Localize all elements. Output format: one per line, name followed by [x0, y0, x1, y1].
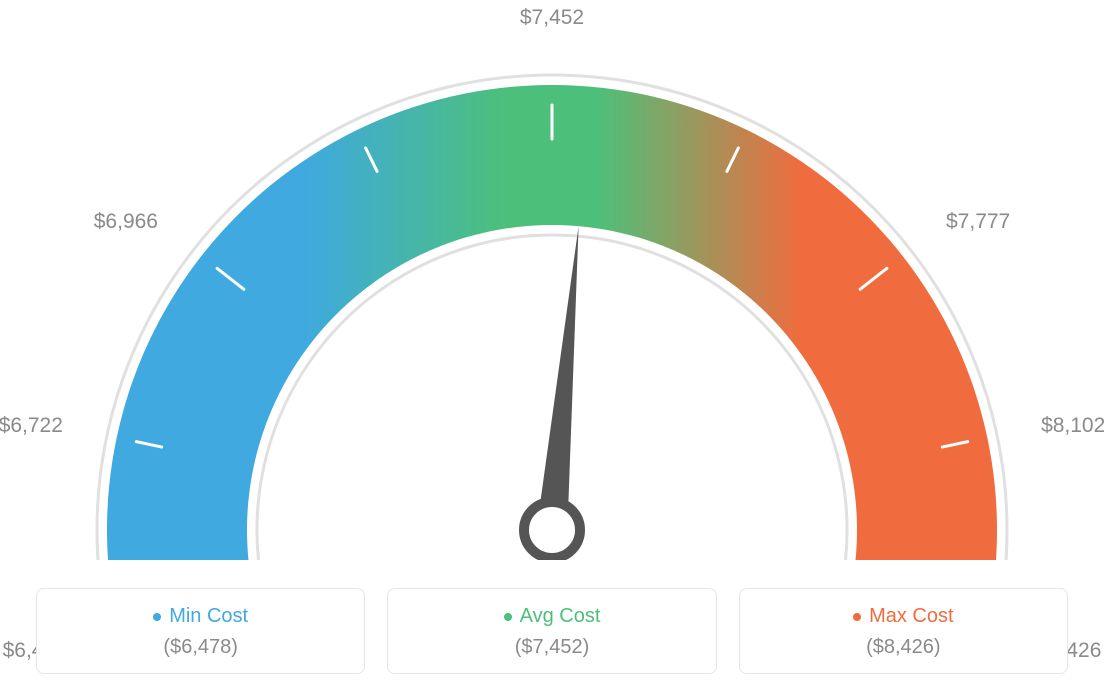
- gauge-needle: [537, 226, 579, 531]
- legend-bullet-icon-2: [853, 613, 861, 621]
- legend-value-0: ($6,478): [37, 636, 364, 659]
- gauge-pivot: [524, 502, 580, 558]
- legend-bullet-icon-1: [504, 613, 512, 621]
- legend-card-1: Avg Cost ($7,452): [387, 588, 716, 674]
- legend-value-1: ($7,452): [388, 636, 715, 659]
- gauge-label-4: $7,452: [520, 6, 584, 30]
- gauge-label-2: $6,966: [94, 210, 158, 234]
- legend-header-2: Max Cost: [740, 605, 1067, 628]
- legend-title-0: Min Cost: [169, 605, 248, 628]
- gauge-label-7: $8,102: [1041, 414, 1104, 438]
- legend-card-2: Max Cost ($8,426): [739, 588, 1068, 674]
- legend-value-2: ($8,426): [740, 636, 1067, 659]
- gauge-svg: [0, 0, 1104, 560]
- legend-title-2: Max Cost: [869, 605, 953, 628]
- legend-header-0: Min Cost: [37, 605, 364, 628]
- legend-title-1: Avg Cost: [520, 605, 601, 628]
- legend-card-0: Min Cost ($6,478): [36, 588, 365, 674]
- legend-bullet-icon-0: [153, 613, 161, 621]
- gauge-label-1: $6,722: [0, 414, 63, 438]
- legend-row: Min Cost ($6,478) Avg Cost ($7,452) Max Cost…: [0, 588, 1104, 674]
- gauge-container: $6,478$6,722$6,966$7,452$7,777$8,102$8,4…: [0, 0, 1104, 560]
- legend-header-1: Avg Cost: [388, 605, 715, 628]
- gauge-label-6: $7,777: [946, 210, 1010, 234]
